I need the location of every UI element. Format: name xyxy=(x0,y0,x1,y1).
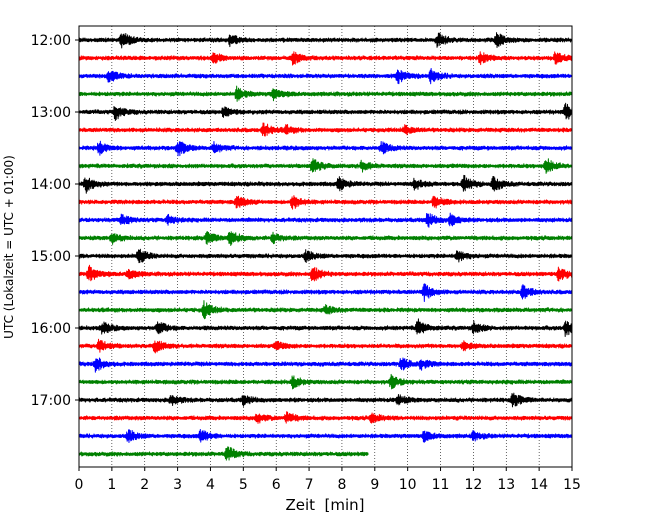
y-axis-label: UTC (Lokalzeit = UTC + 01:00) xyxy=(2,155,16,339)
trace-line-1630 xyxy=(78,357,573,373)
trace-line-1445 xyxy=(78,231,573,246)
trace-line-1230 xyxy=(78,67,573,85)
trace-line-1645 xyxy=(78,373,573,390)
x-tick-label: 9 xyxy=(370,477,379,493)
x-tick-label: 6 xyxy=(272,477,281,493)
trace-line-1215 xyxy=(78,51,573,66)
trace-line-1615 xyxy=(78,338,573,354)
trace-line-1545 xyxy=(78,300,573,320)
x-tick-label: 15 xyxy=(563,477,581,493)
trace-line-1500 xyxy=(78,248,573,264)
y-tick-label: 17:00 xyxy=(31,393,71,409)
trace-line-1200 xyxy=(78,32,573,49)
y-tick-label: 16:00 xyxy=(31,321,71,337)
x-axis-ticks: 0 1 2 3 4 5 6 7 8 9 10 11 12 13 14 15 xyxy=(75,467,581,493)
x-tick-label: 1 xyxy=(107,477,116,493)
y-axis-ticks: 12:00 13:00 14:00 15:00 16:00 17:00 xyxy=(31,33,79,409)
x-tick-label: 10 xyxy=(399,477,417,493)
trace-line-1400 xyxy=(78,174,573,194)
trace-line-1730 xyxy=(78,429,573,444)
plot-frame xyxy=(78,25,573,468)
x-axis-label: Zeit [min] xyxy=(285,496,364,514)
trace-line-1300 xyxy=(78,102,573,122)
y-tick-label: 13:00 xyxy=(31,105,71,121)
trace-line-1515 xyxy=(78,264,573,282)
x-tick-label: 8 xyxy=(337,477,346,493)
trace-line-1715 xyxy=(78,411,573,424)
x-tick-label: 12 xyxy=(464,477,482,493)
x-tick-label: 7 xyxy=(305,477,314,493)
x-tick-label: 2 xyxy=(140,477,149,493)
x-tick-label: 5 xyxy=(239,477,248,493)
x-tick-label: 11 xyxy=(432,477,450,493)
trace-line-1600 xyxy=(78,318,573,337)
x-tick-label: 13 xyxy=(497,477,515,493)
trace-line-1315 xyxy=(78,122,573,137)
trace-line-1745 xyxy=(78,446,369,461)
x-tick-label: 4 xyxy=(206,477,215,493)
y-tick-label: 15:00 xyxy=(31,249,71,265)
trace-line-1415 xyxy=(78,195,573,210)
trace-line-1345 xyxy=(78,158,573,174)
trace-line-1430 xyxy=(78,212,573,228)
trace-line-1245 xyxy=(78,85,573,102)
trace-line-1330 xyxy=(78,140,573,157)
x-tick-label: 3 xyxy=(173,477,182,493)
x-tick-label: 14 xyxy=(530,477,548,493)
y-tick-label: 12:00 xyxy=(31,33,71,49)
y-tick-label: 14:00 xyxy=(31,177,71,193)
trace-line-1530 xyxy=(78,283,573,302)
x-tick-label: 0 xyxy=(75,477,84,493)
traces-group xyxy=(78,32,573,461)
trace-line-1700 xyxy=(78,392,573,408)
